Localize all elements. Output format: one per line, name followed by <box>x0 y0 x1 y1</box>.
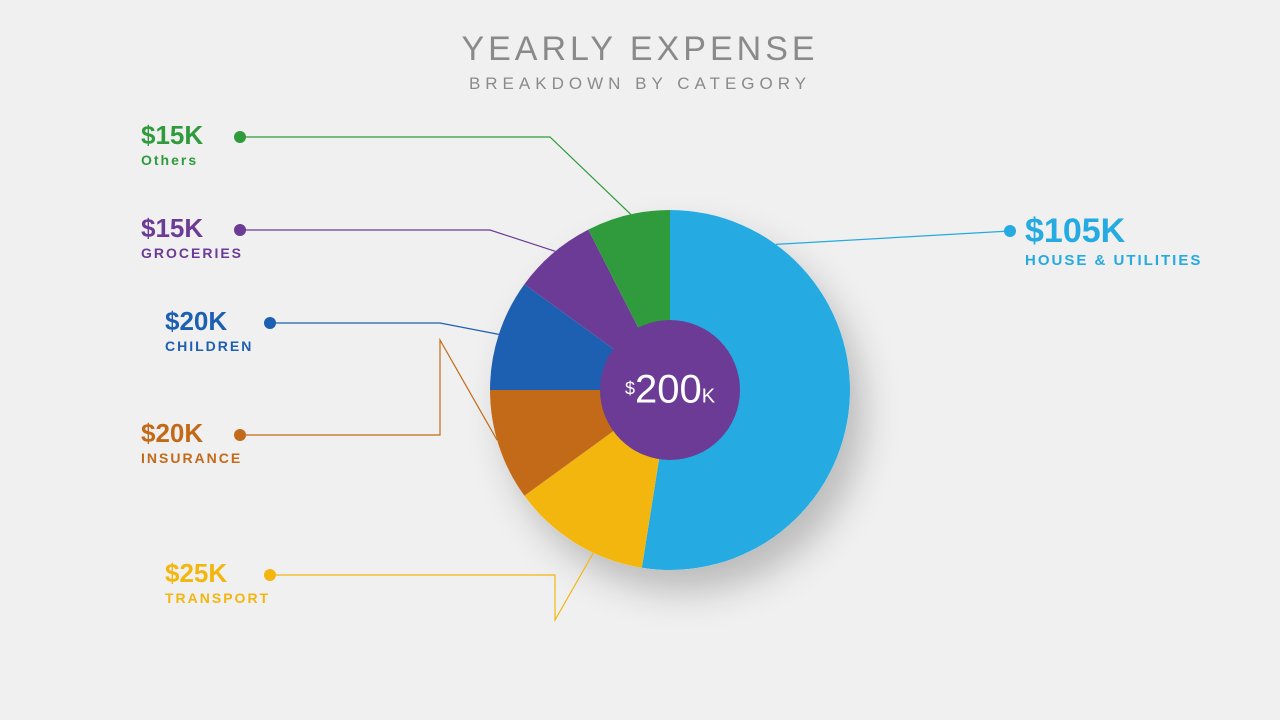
center-total: $200K <box>625 368 715 413</box>
title-sub: BREAKDOWN BY CATEGORY <box>469 74 811 94</box>
callout-transport: $25K TRANSPORT <box>165 560 270 606</box>
center-prefix: $ <box>625 379 635 399</box>
chart-svg <box>0 0 1280 720</box>
callout-groceries: $15K GROCERIES <box>141 215 243 261</box>
callout-amount: $105K <box>1025 214 1202 248</box>
callout-amount: $15K <box>141 215 243 241</box>
chart-canvas: YEARLY EXPENSE BREAKDOWN BY CATEGORY $20… <box>0 0 1280 720</box>
callout-label: Others <box>141 152 203 168</box>
callout-insurance: $20K INSURANCE <box>141 420 242 466</box>
callout-label: INSURANCE <box>141 450 242 466</box>
callout-amount: $20K <box>165 308 253 334</box>
callout-amount: $20K <box>141 420 242 446</box>
callout-label: TRANSPORT <box>165 590 270 606</box>
callout-amount: $15K <box>141 122 203 148</box>
callout-label: GROCERIES <box>141 245 243 261</box>
center-suffix: K <box>702 386 715 408</box>
title-main: YEARLY EXPENSE <box>461 30 818 69</box>
callout-label: HOUSE & UTILITIES <box>1025 252 1202 269</box>
callout-amount: $25K <box>165 560 270 586</box>
callout-house: $105K HOUSE & UTILITIES <box>1025 214 1202 269</box>
callout-label: CHILDREN <box>165 338 253 354</box>
center-value: 200 <box>635 368 702 412</box>
callout-children: $20K CHILDREN <box>165 308 253 354</box>
callout-others: $15K Others <box>141 122 203 168</box>
